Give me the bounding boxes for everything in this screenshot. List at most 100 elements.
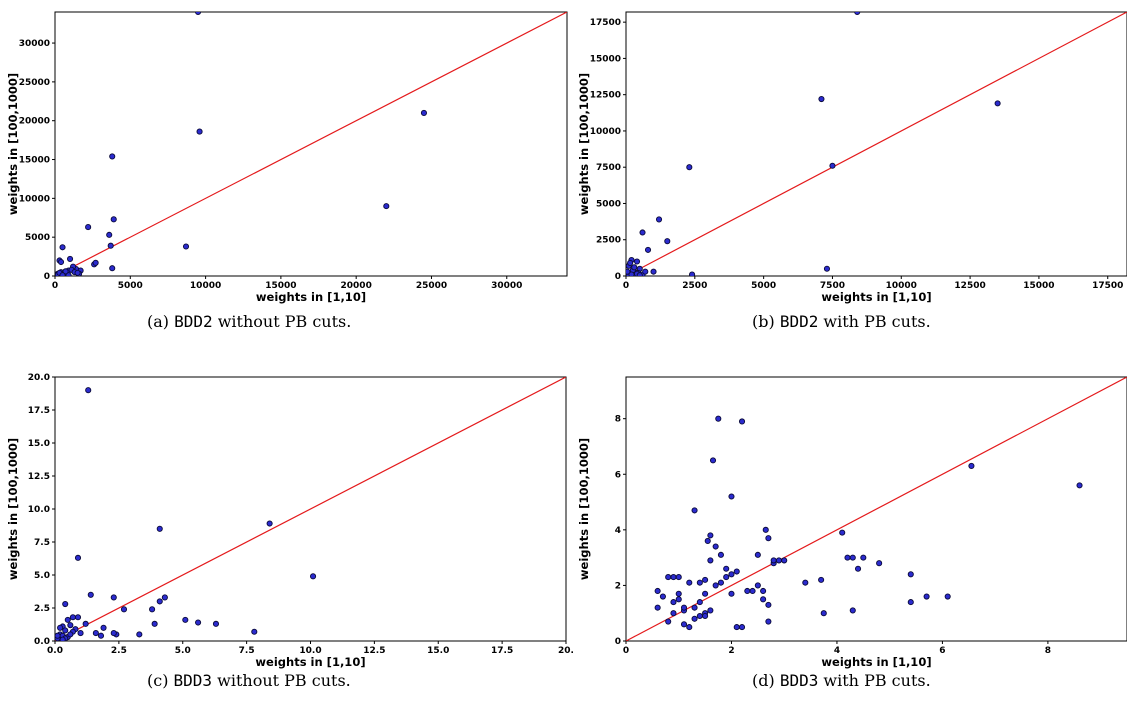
data-point xyxy=(1076,482,1083,489)
data-point xyxy=(67,255,74,262)
caption-d-code: BDD3 xyxy=(779,671,819,690)
x-tick-label: 0 xyxy=(623,281,629,291)
data-point xyxy=(55,632,61,639)
data-point xyxy=(665,574,672,581)
data-point xyxy=(62,600,69,608)
data-point xyxy=(712,543,719,550)
data-point xyxy=(100,624,107,631)
data-point xyxy=(195,12,202,16)
caption-b-prefix: (b) xyxy=(752,312,780,331)
diagonal-reference-line xyxy=(626,377,1127,641)
data-point xyxy=(689,271,696,276)
data-point xyxy=(686,579,693,586)
data-point xyxy=(69,614,76,621)
data-point xyxy=(709,457,717,464)
data-point xyxy=(733,568,740,575)
data-point xyxy=(707,607,714,614)
x-tick-label: 12500 xyxy=(954,281,985,291)
y-tick-label: 4 xyxy=(615,526,621,536)
data-point xyxy=(156,525,163,532)
x-axis-label: weights in [1,10] xyxy=(821,290,931,304)
data-point xyxy=(728,493,735,500)
data-point xyxy=(120,606,128,613)
data-point xyxy=(723,574,730,581)
data-point xyxy=(156,598,163,605)
y-tick-label: 5000 xyxy=(596,199,621,209)
data-point xyxy=(702,590,709,597)
data-point xyxy=(87,591,94,598)
data-point xyxy=(844,554,851,561)
data-point xyxy=(691,604,698,611)
y-tick-label: 30000 xyxy=(19,39,50,49)
chart-panel-b: 0 2500 5000 7500 10000 12500 15000 17500 0 2500 50… xyxy=(570,0,1127,350)
data-point xyxy=(650,268,657,275)
data-point xyxy=(57,258,65,266)
data-point xyxy=(744,587,751,595)
x-tick-label: 0 xyxy=(623,646,629,656)
caption-d: (d) BDD3 with PB cuts. xyxy=(752,671,931,690)
diagonal-reference-line xyxy=(55,377,566,641)
data-point xyxy=(631,264,638,271)
plot-frame xyxy=(54,11,568,277)
data-point xyxy=(707,557,714,564)
data-point xyxy=(770,557,777,564)
data-point xyxy=(754,582,761,589)
data-point xyxy=(854,12,861,16)
y-tick-label: 2 xyxy=(615,581,621,591)
x-tick-label: 20. xyxy=(558,646,574,656)
data-point xyxy=(696,599,703,606)
data-point xyxy=(642,268,649,275)
data-point xyxy=(712,582,719,589)
caption-b-suffix: with PB cuts. xyxy=(818,312,931,331)
data-point xyxy=(675,590,682,597)
y-axis-label: weights in [100,1000] xyxy=(577,438,591,580)
data-point xyxy=(760,596,767,603)
data-point xyxy=(670,574,677,581)
data-point xyxy=(686,164,693,171)
data-point xyxy=(59,272,66,276)
y-tick-label: 2.5 xyxy=(34,604,50,614)
chart-panel-c: 0.0 2.5 5.0 7.5 10.0 12.5 15.0 17.5 20. 0.0 2.5 5.0… xyxy=(0,365,574,705)
data-point xyxy=(383,203,390,210)
data-point xyxy=(675,574,682,581)
x-tick-label: 7.5 xyxy=(239,646,255,656)
data-points xyxy=(626,12,1001,276)
y-tick-label: 0.0 xyxy=(34,637,50,647)
x-tick-label: 0.0 xyxy=(47,646,63,656)
data-point xyxy=(182,616,189,623)
data-point xyxy=(765,618,772,625)
data-point xyxy=(818,576,825,583)
y-tick-label: 7500 xyxy=(596,163,621,173)
data-point xyxy=(717,551,724,558)
data-point xyxy=(110,216,117,223)
y-tick-label: 17.5 xyxy=(28,406,50,416)
data-point xyxy=(420,109,427,116)
x-tick-label: 10.0 xyxy=(299,646,321,656)
caption-c-code: BDD3 xyxy=(173,671,213,690)
data-point xyxy=(702,576,709,583)
data-point xyxy=(675,596,682,603)
plot-frame xyxy=(625,11,1127,277)
data-point xyxy=(182,243,190,250)
y-tick-label: 8 xyxy=(615,415,621,425)
x-tick-label: 4 xyxy=(834,646,840,656)
x-tick-label: 17.5 xyxy=(491,646,513,656)
data-point xyxy=(85,387,92,394)
chart-panel-d: 0 2 4 6 8 0 2 4 6 8 weights in [1,10] weights in [1… xyxy=(570,365,1127,705)
data-point xyxy=(775,557,782,564)
data-point xyxy=(97,632,105,639)
data-point xyxy=(728,590,735,597)
caption-d-prefix: (d) xyxy=(752,671,780,690)
caption-a-suffix: without PB cuts. xyxy=(212,312,352,331)
data-point xyxy=(149,606,156,613)
data-point xyxy=(654,604,661,611)
data-point xyxy=(733,624,740,631)
y-tick-label: 7.5 xyxy=(34,538,50,548)
data-point xyxy=(161,594,168,601)
data-point xyxy=(944,593,951,600)
data-point xyxy=(92,259,99,266)
data-point xyxy=(62,627,69,634)
caption-b: (b) BDD2 with PB cuts. xyxy=(752,312,931,331)
x-tick-label: 8 xyxy=(1045,646,1051,656)
data-point xyxy=(749,587,756,595)
